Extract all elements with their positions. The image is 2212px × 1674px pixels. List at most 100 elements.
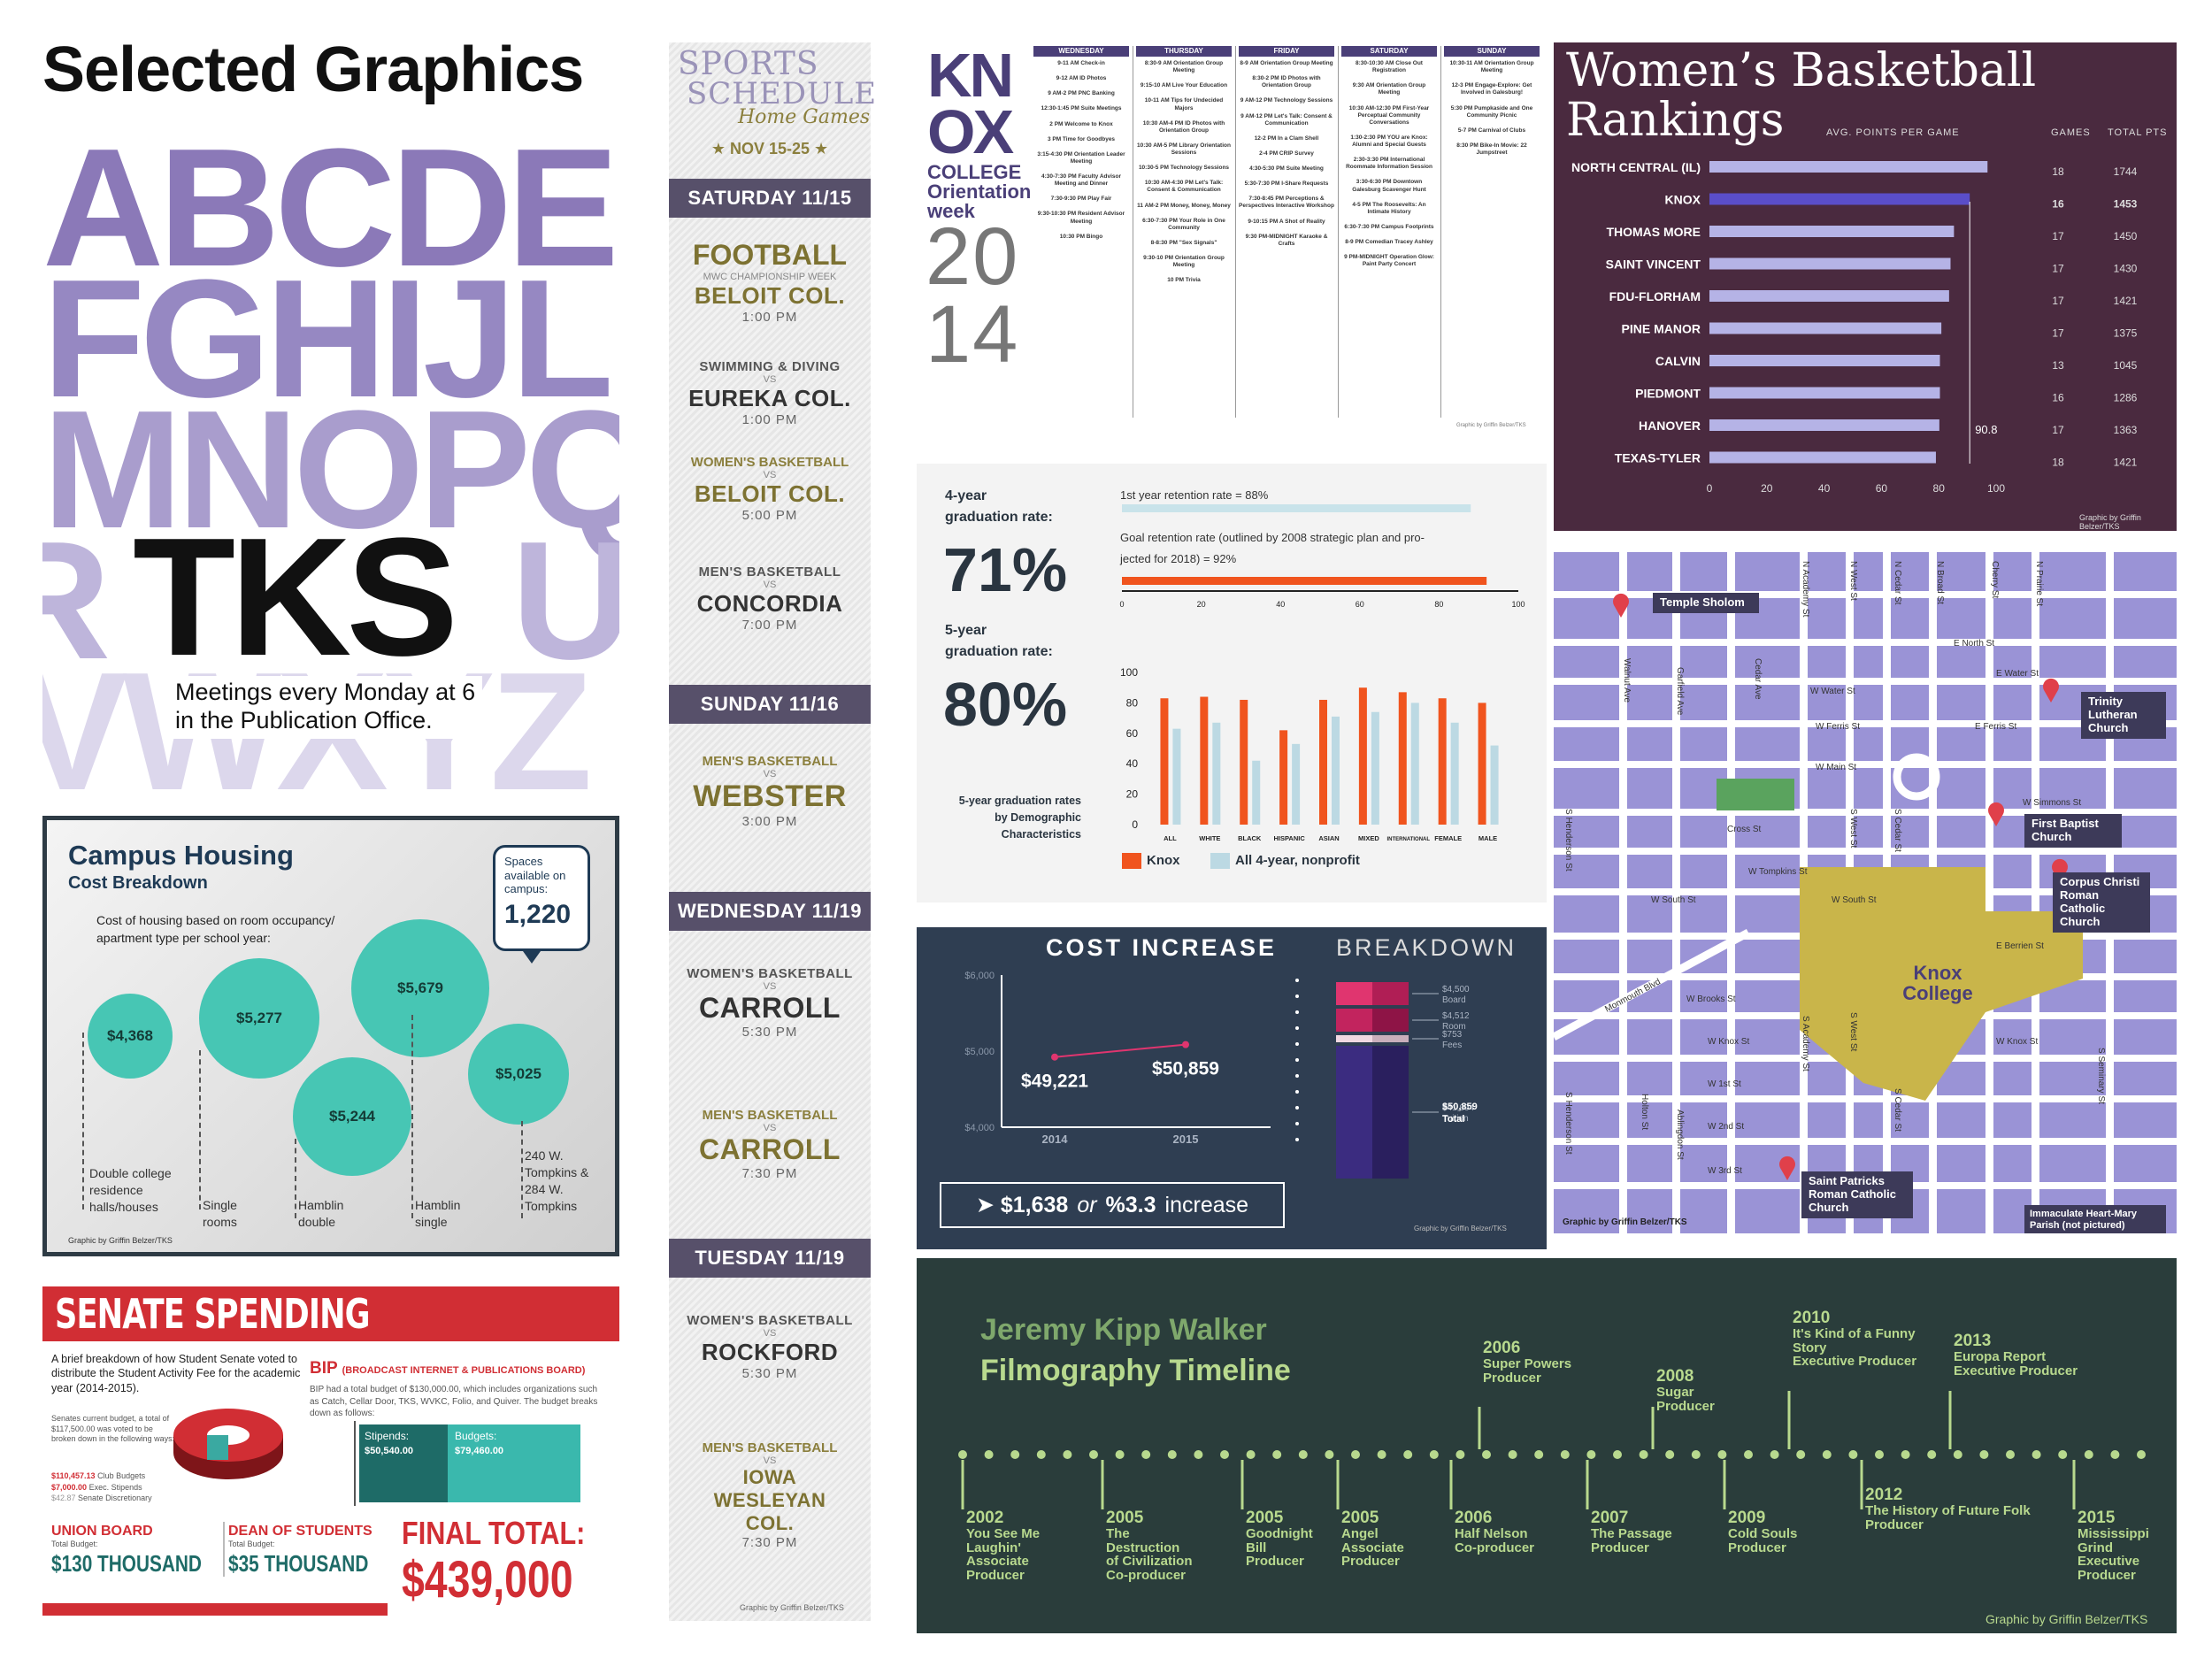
game-vs: VS xyxy=(763,374,777,385)
map-street-label: S Henderson St xyxy=(1563,1092,1573,1155)
film-year: 2007 xyxy=(1591,1509,1629,1527)
game-mbb-iowa: MEN'S BASKETBALL VS IOWA WESLEYAN COL. 7… xyxy=(669,1440,871,1550)
game-time: 1:00 PM xyxy=(741,412,798,427)
orient-day-column: FRIDAY 8-9 AM Orientation Group Meeting 8:… xyxy=(1239,46,1334,256)
orient-event: 9 PM-MIDNIGHT Operation Glow: Paint Part… xyxy=(1344,254,1434,268)
map-street-label: Cherry St xyxy=(1990,561,2000,598)
retention-text: 1st year retention rate = 88% xyxy=(1120,488,1269,502)
map-street-label: S Henderson St xyxy=(1563,809,1573,872)
map-horizontal-street xyxy=(1554,1095,2177,1102)
film-role: Co-producer xyxy=(1106,1568,1186,1584)
leader-line-4 xyxy=(411,1015,413,1218)
bball-x-tick: 60 xyxy=(1876,482,1888,495)
film-entry: 2002 You See Me Laughin' Associate Produce… xyxy=(966,1509,1055,1583)
bip-description: BIP had a total budget of $130,000.00, w… xyxy=(310,1385,598,1418)
alphabet-row-1: ABCDE xyxy=(42,124,619,302)
game-sport: SWIMMING & DIVING xyxy=(699,359,841,374)
caption-single-rooms: Single rooms xyxy=(203,1198,237,1229)
cost-point xyxy=(1051,1053,1058,1061)
game-vs: VS xyxy=(763,981,777,992)
breakdown-segment-shade xyxy=(1372,1046,1409,1179)
orient-event: 4:30-7:30 PM Faculty Advisor Meeting and… xyxy=(1041,173,1122,188)
senate-spending-panel: SENATE SPENDING A brief breakdown of how… xyxy=(42,1283,619,1619)
orient-event: 8-8:30 PM "Sex Signals" xyxy=(1150,239,1217,246)
bball-x-tick: 80 xyxy=(1933,482,1946,495)
map-street-label: E Berrien St xyxy=(1996,941,2044,951)
film-timeline xyxy=(958,1391,2146,1509)
cost-point xyxy=(1182,1040,1189,1048)
cost-increase-box: ➤ $1,638 or %3.3 increase xyxy=(940,1182,1285,1228)
orient-event: 10 PM Trivia xyxy=(1167,277,1201,284)
breakdown-segment xyxy=(1336,1046,1372,1179)
game-opponent: IOWA WESLEYAN COL. xyxy=(713,1466,826,1534)
map-street-label: W Simmons St xyxy=(2023,798,2081,808)
sports-logo-line2: SCHEDULE xyxy=(687,76,878,111)
bball-x-tick: 40 xyxy=(1818,482,1831,495)
map-street-label: W 2nd St xyxy=(1708,1122,1744,1132)
cost-divider-dot xyxy=(1295,1010,1299,1014)
bball-bar xyxy=(1709,387,1940,399)
bball-x-tick: 0 xyxy=(1707,482,1713,495)
breakdown-label: Room xyxy=(1442,1022,1466,1032)
day-wednesday: WEDNESDAY 11/19 xyxy=(669,892,871,931)
col-total: TOTAL PTS xyxy=(2108,127,2168,138)
retention-tick-label: 40 xyxy=(1276,600,1285,609)
game-football: FOOTBALL MWC CHAMPIONSHIP WEEK BELOIT CO… xyxy=(669,239,871,325)
orient-day-column: THURSDAY 8:30-9 AM Orientation Group Meet… xyxy=(1136,46,1232,292)
map-street-label: E Water St xyxy=(1996,669,2039,679)
grad-bar xyxy=(1332,716,1340,825)
film-title-2: Filmography Timeline xyxy=(980,1354,1291,1387)
orient-event: 6:30-7:30 PM Your Role in One Community xyxy=(1142,217,1225,231)
grad-y-tick-label: 60 xyxy=(1126,727,1139,740)
senate-legend: $110,457.13 Club Budgets $7,000.00 Exec.… xyxy=(51,1471,152,1504)
increase-or: or xyxy=(1077,1192,1097,1217)
orient-event: 9 AM-12 PM Technology Sessions xyxy=(1240,97,1333,104)
map-street-label: Cross St xyxy=(1727,825,1762,834)
grad-y-tick-label: 80 xyxy=(1126,696,1139,709)
basketball-rankings-panel: Women’s Basketball Rankings AVG. POINTS … xyxy=(1554,42,2177,531)
budgets-value: $79,460.00 xyxy=(455,1446,504,1456)
bball-bar xyxy=(1709,451,1936,464)
orient-week: week xyxy=(927,200,975,222)
breakdown-label: Tuition xyxy=(1442,1114,1469,1124)
orient-event: 10:30 AM-12:30 PM First-Year Perceptual … xyxy=(1348,104,1430,126)
map-street-label: Ablingdon St xyxy=(1675,1110,1685,1160)
bball-team-label: FDU-FLORHAM xyxy=(1609,289,1701,303)
timeline-dot xyxy=(1298,1450,1308,1459)
game-opponent: WEBSTER xyxy=(693,779,847,813)
film-title: Sugar xyxy=(1656,1384,1694,1400)
timeline-dot xyxy=(1639,1450,1648,1459)
game-vs: VS xyxy=(763,769,777,779)
map-street-label: S Cedar St xyxy=(1893,809,1902,852)
film-year: 2012 xyxy=(1865,1486,1903,1504)
grad-x-tick-label: MALE xyxy=(1479,834,1497,842)
grad-bar xyxy=(1438,698,1447,825)
bip-axis xyxy=(354,1421,356,1506)
senate-budget-note: Senates current budget, a total of $117,… xyxy=(51,1414,175,1444)
bball-team-label: SAINT VINCENT xyxy=(1606,257,1701,272)
bball-total: 1453 xyxy=(2114,198,2138,211)
timeline-dot xyxy=(1875,1450,1884,1459)
goal-text-2: jected for 2018) = 92% xyxy=(1120,552,1237,565)
map-pin-icon xyxy=(1779,1156,1795,1180)
housing-description: Cost of housing based on room occupancy/… xyxy=(96,913,335,945)
game-sport: MEN'S BASKETBALL xyxy=(698,564,841,580)
film-year: 2008 xyxy=(1656,1367,1694,1386)
final-total-label: FINAL TOTAL: xyxy=(402,1515,586,1551)
orient-event: 12:30-1:45 PM Suite Meetings xyxy=(1041,105,1122,112)
bball-bar xyxy=(1709,257,1951,270)
orient-event: 8-9 AM Orientation Group Meeting xyxy=(1240,60,1333,66)
bball-annotation: 90.8 xyxy=(1975,423,1997,436)
map-street-label: S Cedar St xyxy=(1893,1088,1902,1132)
grad-x-tick-label: ASIAN xyxy=(1318,834,1339,842)
map-street-label: W Main St xyxy=(1816,763,1856,772)
cost-credit: Graphic by Griffin Belzer/TKS xyxy=(1414,1225,1507,1232)
orient-column-divider xyxy=(1235,46,1236,418)
callout-value: 1,220 xyxy=(504,899,572,929)
timeline-dot xyxy=(1167,1450,1177,1459)
game-time: 5:30 PM xyxy=(741,1366,798,1381)
orient-event: 10:30 PM Bingo xyxy=(1059,233,1103,240)
alphabet-row-2: FGHIJL xyxy=(42,245,614,433)
film-role: Producer xyxy=(1483,1370,1541,1386)
orient-event: 12-3 PM Engage-Explore: Get Involved in … xyxy=(1451,82,1532,96)
